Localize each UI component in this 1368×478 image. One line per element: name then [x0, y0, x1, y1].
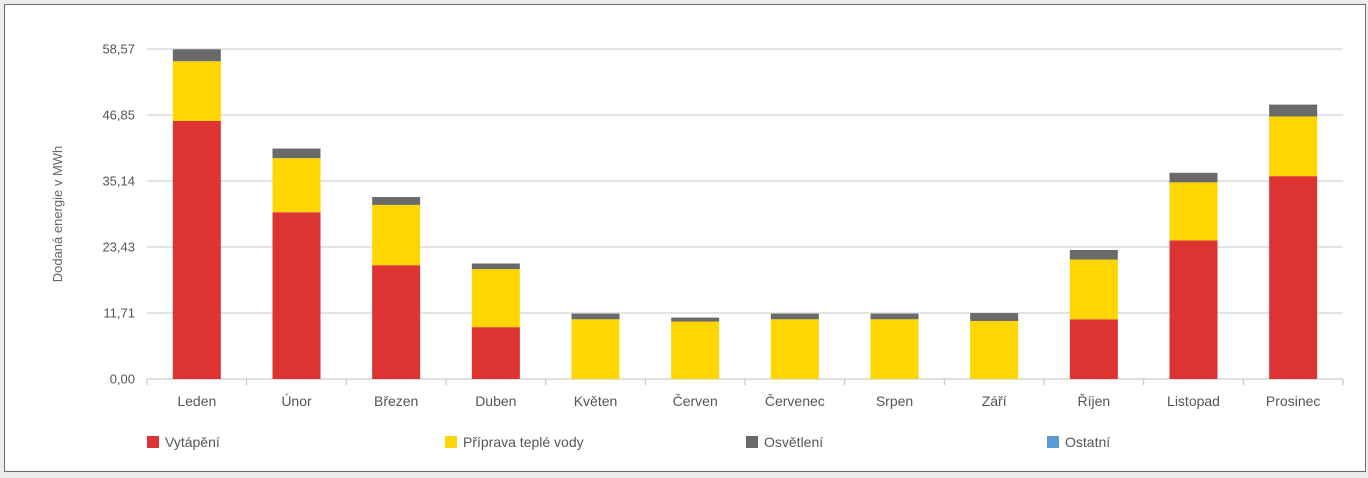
y-axis-ticks: 0,00 11,71 23,43 35,14 46,85 58,57 [102, 42, 135, 387]
chart-svg: 0,00 11,71 23,43 35,14 46,85 58,57 Leden Únor B… [50, 42, 1344, 450]
bar-segment [172, 61, 221, 121]
x-tick-label: Prosinec [1266, 393, 1320, 409]
x-tick-label: Září [982, 393, 1007, 409]
x-tick-label: Červen [673, 393, 718, 409]
x-axis-ticks: Leden Únor Březen Duben Květen Červen Červenec… [177, 393, 1320, 409]
x-tick-label: Červenec [765, 393, 825, 409]
bar-segment [1069, 259, 1118, 320]
bar-segment [671, 317, 720, 322]
bar-segment [770, 319, 819, 379]
bar-segment [471, 269, 520, 328]
x-tick-label: Listopad [1167, 393, 1220, 409]
bar-segment [1269, 104, 1318, 117]
x-tick-label: Srpen [876, 393, 913, 409]
bar-segment [1169, 240, 1218, 379]
bar-segment [172, 49, 221, 62]
bar-segment [571, 313, 620, 320]
y-tick-label: 0,00 [110, 372, 135, 387]
bar-segment [372, 197, 421, 205]
x-tick-label: Leden [177, 393, 216, 409]
bar-segment [272, 158, 321, 213]
bar-segment [1169, 182, 1218, 241]
legend-swatch [1047, 436, 1059, 448]
bar-segment [870, 319, 919, 379]
bar-segment [471, 327, 520, 379]
bar-segment [1169, 172, 1218, 183]
bar-segment [970, 313, 1019, 321]
bar-segment [770, 313, 819, 320]
bar-segment [870, 313, 919, 320]
x-tick-label: Březen [374, 393, 418, 409]
grid-layer [146, 48, 1344, 385]
legend-label: Vytápění [165, 434, 220, 450]
y-tick-label: 23,43 [102, 240, 135, 255]
bar-segment [172, 120, 221, 380]
x-tick-label: Duben [475, 393, 516, 409]
bar-segment [671, 321, 720, 379]
y-axis-title: Dodaná energie v MWh [50, 146, 65, 283]
y-tick-label: 58,57 [102, 42, 135, 57]
legend-swatch [746, 436, 758, 448]
chart-frame: 0,00 11,71 23,43 35,14 46,85 58,57 Leden Únor B… [4, 4, 1366, 472]
y-tick-label: 46,85 [102, 108, 135, 123]
bar-segment [1269, 116, 1318, 177]
x-tick-label: Únor [281, 393, 312, 409]
bar-segment [970, 320, 1019, 379]
bar-segment [1069, 249, 1118, 260]
bar-layer [172, 49, 1318, 380]
y-tick-label: 11,71 [103, 306, 135, 321]
bar-segment [1269, 176, 1318, 379]
bar-segment [272, 148, 321, 159]
bar-segment [372, 204, 421, 266]
legend-swatch [445, 436, 457, 448]
y-tick-label: 35,14 [102, 174, 135, 189]
legend-label: Příprava teplé vody [463, 434, 584, 450]
bar-segment [571, 319, 620, 379]
x-tick-label: Květen [574, 393, 618, 409]
bar-segment [372, 265, 421, 379]
legend-label: Ostatní [1065, 434, 1110, 450]
legend-swatch [147, 436, 159, 448]
legend-label: Osvětlení [764, 434, 823, 450]
bar-segment [471, 263, 520, 270]
x-tick-label: Říjen [1077, 393, 1110, 409]
legend: Vytápění Příprava teplé vody Osvětlení Osta… [147, 434, 1110, 450]
bar-segment [272, 212, 321, 379]
bar-segment [1069, 319, 1118, 379]
